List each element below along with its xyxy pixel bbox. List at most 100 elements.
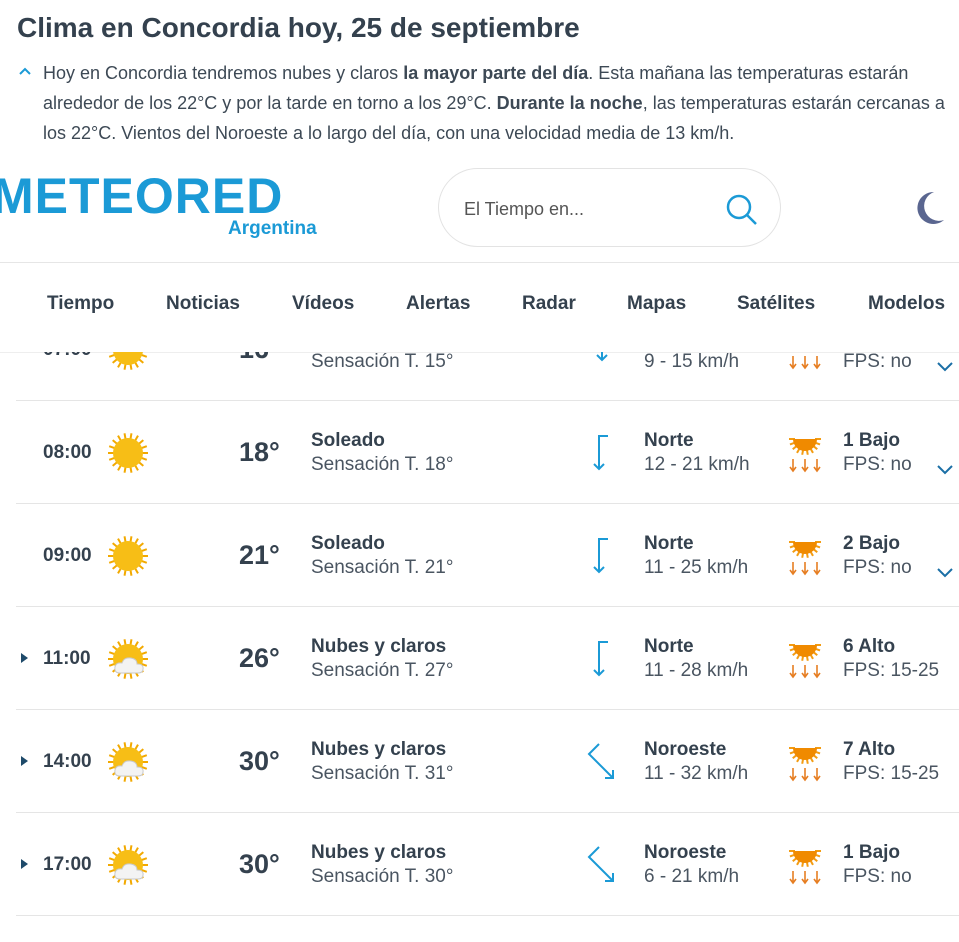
- wind-arrow: [585, 742, 619, 787]
- nav-item[interactable]: Noticias: [166, 293, 240, 314]
- page-title: Clima en Concordia hoy, 25 de septiembre: [17, 12, 580, 43]
- wind-speed: 12 - 21 km/h: [644, 454, 750, 475]
- condition: Soleado: [311, 533, 385, 554]
- expand-triangle: [21, 859, 28, 869]
- wind-direction: Noroeste: [644, 842, 727, 863]
- fps: FPS: no: [843, 866, 912, 887]
- expand-chevron[interactable]: [936, 463, 954, 481]
- weather-icon: [106, 352, 150, 377]
- uv-index: 1 Bajo: [843, 842, 901, 863]
- nav-item[interactable]: Modelos: [868, 293, 946, 314]
- hour-row[interactable]: 08:00 18° Soleado Sensación T. 18° Norte 12 -…: [16, 401, 959, 504]
- wind-speed: 11 - 32 km/h: [644, 763, 749, 784]
- hour: 08:00: [43, 442, 92, 463]
- feels-like: Sensación T. 18°: [311, 454, 454, 475]
- wind-speed: 11 - 25 km/h: [644, 557, 749, 578]
- weather-icon: [106, 740, 150, 789]
- hour-row[interactable]: 14:00 30° Nubes y claros Sensación T. 31° No…: [16, 710, 959, 813]
- weather-icon: [106, 534, 150, 583]
- wind-direction: Norte: [644, 636, 694, 657]
- wind-speed: 11 - 28 km/h: [644, 660, 749, 681]
- wind-speed: 6 - 21 km/h: [644, 866, 740, 887]
- uv-index: 7 Alto: [843, 739, 896, 760]
- nav-item[interactable]: Mapas: [627, 293, 687, 314]
- collapse-caret[interactable]: [18, 66, 32, 76]
- temperature: 26°: [239, 643, 280, 673]
- nav-item[interactable]: Alertas: [406, 293, 471, 314]
- wind-arrow: [585, 845, 619, 890]
- summary: Hoy en Concordia tendremos nubes y claro…: [43, 58, 958, 148]
- uv-index: 1 Bajo: [843, 430, 901, 451]
- hour: 17:00: [43, 854, 92, 875]
- nav-item[interactable]: Satélites: [737, 293, 816, 314]
- hour: 07:00: [43, 352, 92, 361]
- wind-arrow: [592, 536, 612, 581]
- summary-text: la mayor parte del día: [403, 63, 589, 83]
- condition: Nubes y claros: [311, 739, 447, 760]
- feels-like: Sensación T. 31°: [311, 763, 454, 784]
- feels-like: Sensación T. 15°: [311, 352, 454, 372]
- expand-chevron[interactable]: [936, 360, 954, 378]
- expand-chevron[interactable]: [936, 566, 954, 584]
- feels-like: Sensación T. 27°: [311, 660, 454, 681]
- feels-like: Sensación T. 30°: [311, 866, 454, 887]
- fps: FPS: no: [843, 352, 912, 372]
- condition: Nubes y claros: [311, 842, 447, 863]
- hour: 09:00: [43, 545, 92, 566]
- wind-arrow: [592, 639, 612, 684]
- wind-arrow: [592, 433, 612, 478]
- site-header: METEORED Argentina El Tiempo en...: [0, 163, 959, 263]
- temperature: 16°: [239, 352, 280, 365]
- wind-speed: 9 - 15 km/h: [644, 352, 740, 372]
- fps: FPS: 15-25: [843, 763, 940, 784]
- hour-row[interactable]: 11:00 26° Nubes y claros Sensación T. 27° No…: [16, 607, 959, 710]
- fps: FPS: 15-25: [843, 660, 940, 681]
- logo-country: Argentina: [228, 218, 317, 239]
- logo[interactable]: METEORED: [0, 168, 284, 224]
- weather-icon: [106, 843, 150, 892]
- wind-direction: Noroeste: [644, 739, 727, 760]
- uv-icon: [787, 738, 823, 789]
- nav-bar: Tiempo Noticias Vídeos Alertas Radar Mapas Sat…: [0, 263, 959, 353]
- uv-icon: [787, 429, 823, 480]
- uv-icon: [787, 635, 823, 686]
- summary-text: . Esta mañana las temperaturas estarán a…: [43, 63, 909, 113]
- wind-arrow: [592, 352, 612, 375]
- hour-row[interactable]: 07:00 16° Sensación T. 15° 9 - 15 km/h FPS: …: [16, 352, 959, 401]
- uv-index: 2 Bajo: [843, 533, 901, 554]
- hour: 11:00: [43, 648, 91, 669]
- uv-index: 6 Alto: [843, 636, 896, 657]
- fps: FPS: no: [843, 557, 912, 578]
- expand-triangle: [21, 653, 28, 663]
- temperature: 18°: [239, 437, 280, 467]
- expand-triangle: [21, 756, 28, 766]
- temperature: 21°: [239, 540, 280, 570]
- uv-icon: [787, 841, 823, 892]
- search-box[interactable]: El Tiempo en...: [438, 168, 781, 247]
- temperature: 30°: [239, 746, 280, 776]
- weather-icon: [106, 637, 150, 686]
- temperature: 30°: [239, 849, 280, 879]
- uv-icon: [787, 532, 823, 583]
- summary-text: Hoy en Concordia tendremos nubes y claro…: [43, 63, 404, 83]
- hour-row[interactable]: 09:00 21° Soleado Sensación T. 21° Norte 11 -…: [16, 504, 959, 607]
- hour: 14:00: [43, 751, 92, 772]
- feels-like: Sensación T. 21°: [311, 557, 454, 578]
- summary-text: Durante la noche: [496, 93, 643, 113]
- condition: Soleado: [311, 430, 385, 451]
- nav-item[interactable]: Vídeos: [292, 293, 355, 314]
- hour-row[interactable]: 17:00 30° Nubes y claros Sensación T. 30° No…: [16, 813, 959, 916]
- search-placeholder: El Tiempo en...: [464, 199, 585, 219]
- nav-item[interactable]: Radar: [522, 293, 576, 314]
- wind-direction: Norte: [644, 533, 694, 554]
- condition: Nubes y claros: [311, 636, 447, 657]
- uv-icon: [787, 352, 823, 377]
- hourly-list: 07:00 16° Sensación T. 15° 9 - 15 km/h FPS: …: [0, 352, 959, 942]
- nav-item[interactable]: Tiempo: [47, 293, 115, 314]
- search-icon[interactable]: [725, 193, 759, 227]
- weather-icon: [106, 431, 150, 480]
- wind-direction: Norte: [644, 430, 694, 451]
- fps: FPS: no: [843, 454, 912, 475]
- dark-mode-toggle[interactable]: [908, 188, 948, 228]
